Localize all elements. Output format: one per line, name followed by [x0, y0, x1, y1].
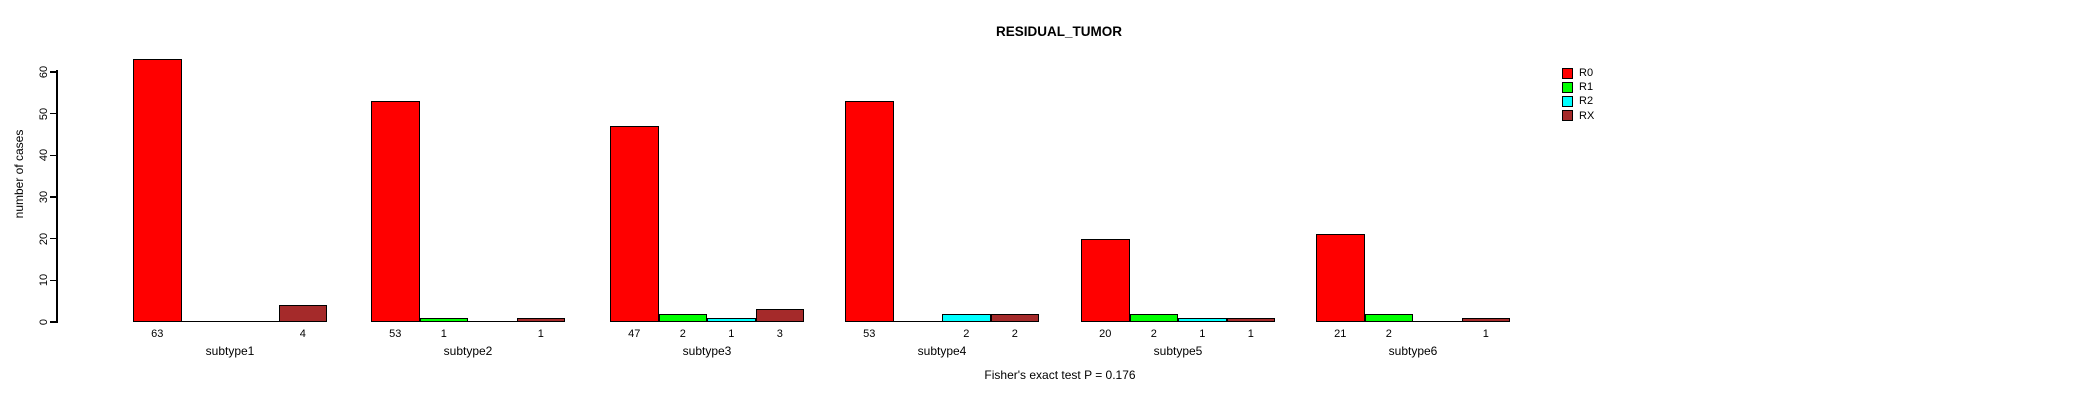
bar-R0-subtype1 [133, 59, 182, 322]
bar-R2-subtype5 [1178, 318, 1227, 322]
legend-label: R2 [1579, 95, 1594, 108]
bar-R0-subtype2 [371, 101, 420, 322]
legend-item-R1: R1 [1562, 80, 1594, 94]
legend-swatch [1562, 67, 1573, 79]
y-tick [50, 237, 57, 240]
bar-value-label: 1 [1247, 328, 1254, 340]
bar-value-label: 1 [440, 328, 447, 340]
bar-value-label: 2 [1011, 328, 1018, 340]
bar-RX-subtype3 [755, 309, 804, 322]
legend-label: R1 [1579, 81, 1594, 94]
bar-R1-subtype6 [1364, 314, 1413, 322]
legend: R0 R1 R2 RX [1562, 66, 1594, 123]
group-baseline [371, 321, 565, 323]
category-label: subtype5 [1153, 344, 1203, 358]
bar-RX-subtype1 [278, 305, 327, 322]
bar-R0-subtype6 [1316, 234, 1365, 322]
legend-label: R0 [1579, 67, 1594, 80]
bar-value-label: 21 [1334, 328, 1347, 340]
y-tick [50, 112, 57, 115]
category-label: subtype2 [443, 344, 493, 358]
legend-item-R2: R2 [1562, 94, 1594, 108]
bar-RX-subtype2 [516, 318, 565, 322]
bar-RX-subtype6 [1461, 318, 1510, 322]
bar-value-label: 1 [728, 328, 735, 340]
y-tick [50, 321, 57, 323]
y-tick-label: 60 [38, 65, 50, 79]
bar-value-label: 2 [1385, 328, 1392, 340]
category-label: subtype1 [205, 344, 255, 358]
bar-R1-subtype5 [1129, 314, 1178, 322]
bar-value-label: 20 [1099, 328, 1112, 340]
legend-item-RX: RX [1562, 109, 1594, 123]
legend-swatch [1562, 95, 1573, 107]
legend-swatch [1562, 110, 1573, 122]
legend-swatch [1562, 81, 1573, 93]
fisher-test-annotation: Fisher's exact test P = 0.176 [984, 368, 1136, 382]
legend-label: RX [1579, 109, 1595, 122]
bar-value-label: 63 [151, 328, 164, 340]
bar-R1-subtype2 [419, 318, 468, 322]
bar-R0-subtype5 [1081, 239, 1130, 322]
y-tick-label: 40 [38, 149, 50, 162]
bar-value-label: 3 [776, 328, 783, 340]
bar-value-label: 4 [299, 328, 306, 340]
bar-RX-subtype5 [1226, 318, 1275, 322]
category-label: subtype6 [1388, 344, 1438, 358]
legend-item-R0: R0 [1562, 66, 1594, 80]
y-tick-label: 20 [38, 232, 50, 245]
bar-value-label: 53 [863, 328, 876, 340]
y-tick-label: 10 [38, 274, 50, 287]
y-tick-label: 50 [38, 107, 50, 120]
bar-value-label: 47 [628, 328, 641, 340]
bar-RX-subtype4 [990, 314, 1039, 322]
bar-value-label: 1 [537, 328, 544, 340]
bar-value-label: 2 [963, 328, 970, 340]
y-tick-label: 30 [38, 190, 50, 204]
bar-value-label: 1 [1199, 328, 1206, 340]
group-baseline [133, 321, 327, 323]
bar-R0-subtype4 [845, 101, 894, 322]
y-tick [50, 279, 57, 282]
bar-R2-subtype4 [942, 314, 991, 322]
y-tick [50, 154, 57, 157]
bar-R1-subtype3 [658, 314, 707, 322]
bar-value-label: 53 [389, 328, 402, 340]
bar-value-label: 1 [1482, 328, 1489, 340]
y-tick [50, 196, 57, 198]
category-label: subtype3 [682, 344, 732, 358]
y-tick [50, 71, 57, 73]
chart-title: RESIDUAL_TUMOR [995, 24, 1123, 39]
y-tick-label: 0 [38, 318, 50, 326]
bar-value-label: 2 [679, 328, 686, 340]
bar-value-label: 2 [1150, 328, 1157, 340]
bar-R2-subtype3 [707, 318, 756, 322]
group-baseline [1316, 321, 1510, 323]
y-axis-label: number of cases [12, 129, 26, 219]
bar-R0-subtype3 [610, 126, 659, 322]
category-label: subtype4 [917, 344, 967, 358]
